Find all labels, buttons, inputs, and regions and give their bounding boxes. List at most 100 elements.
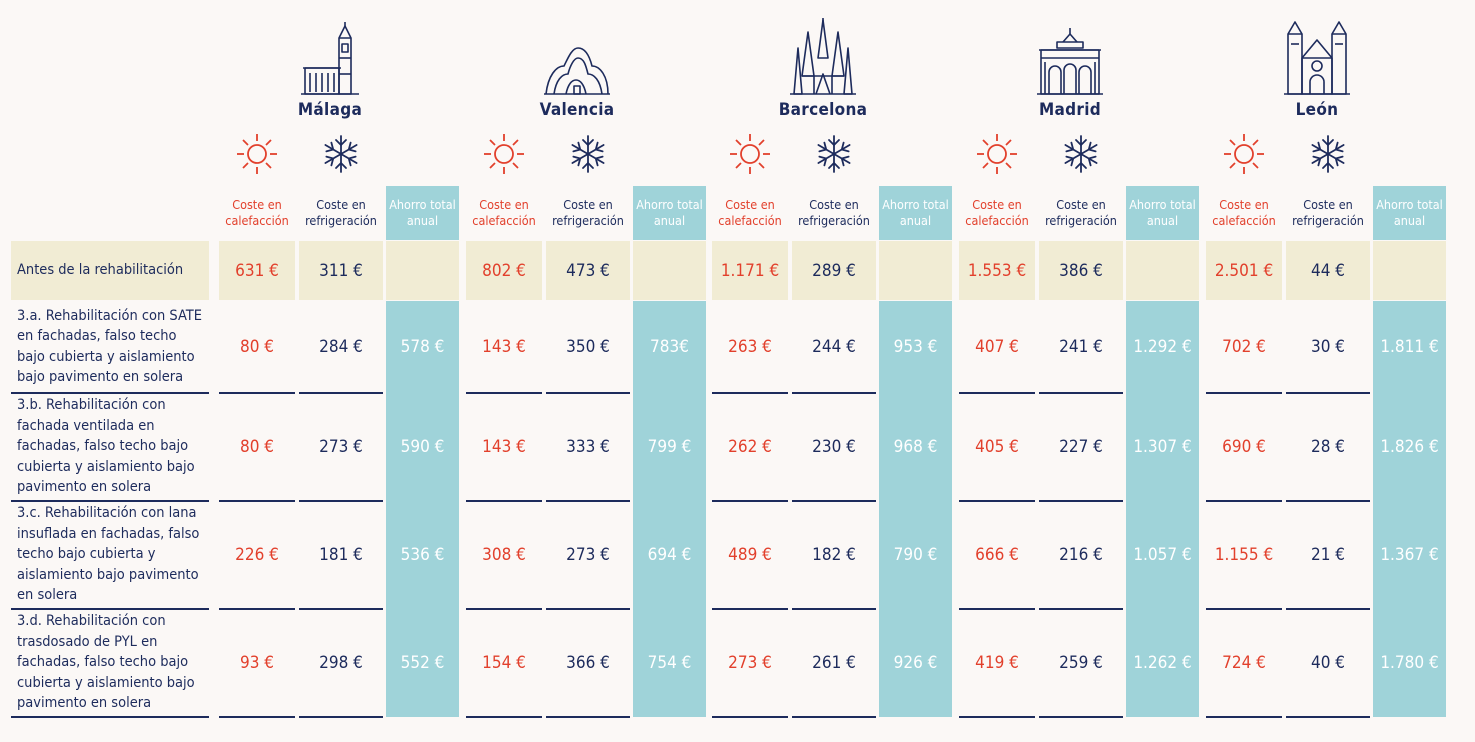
snowflake-icon bbox=[1059, 132, 1103, 176]
cooling-cost-cell: 284 € bbox=[319, 336, 363, 357]
cooling-cost-cell: 386 € bbox=[1059, 260, 1103, 281]
row-label: 3.b. Rehabilitación con fachada ventilad… bbox=[17, 393, 207, 500]
row-divider bbox=[1286, 716, 1370, 718]
sun-icon bbox=[975, 132, 1019, 176]
row-divider bbox=[1039, 500, 1123, 502]
annual-savings-cell bbox=[386, 241, 459, 300]
sun-icon bbox=[235, 132, 279, 176]
row-divider bbox=[546, 716, 630, 718]
heating-cost-cell: 802 € bbox=[482, 260, 526, 281]
heating-cost-cell: 407 € bbox=[975, 336, 1019, 357]
savings-column-bg bbox=[1126, 301, 1199, 717]
column-header-savings: Ahorro total anual bbox=[879, 186, 952, 240]
cooling-cost-cell: 44 € bbox=[1310, 260, 1346, 281]
heating-cost-cell: 419 € bbox=[975, 652, 1019, 673]
before-cell-bg bbox=[959, 241, 1035, 300]
annual-savings-cell: 790 € bbox=[893, 544, 938, 565]
cooling-cost-cell: 273 € bbox=[319, 436, 363, 457]
row-divider bbox=[219, 500, 295, 502]
before-cell-bg bbox=[879, 241, 952, 300]
heating-cost-cell: 263 € bbox=[728, 336, 772, 357]
row-divider bbox=[959, 716, 1035, 718]
heating-cost-cell: 80 € bbox=[239, 336, 275, 357]
annual-savings-cell: 1.292 € bbox=[1133, 336, 1192, 357]
snowflake-icon bbox=[812, 132, 856, 176]
annual-savings-cell: 1.262 € bbox=[1133, 652, 1192, 673]
row-divider bbox=[466, 608, 542, 610]
city-header: León bbox=[1232, 18, 1402, 120]
leon-cathedral-icon bbox=[1282, 18, 1352, 96]
before-cell-bg bbox=[466, 241, 542, 300]
cooling-cost-cell: 333 € bbox=[566, 436, 610, 457]
column-header-savings: Ahorro total anual bbox=[633, 186, 706, 240]
heating-cost-cell: 143 € bbox=[482, 436, 526, 457]
before-cell-bg bbox=[1126, 241, 1199, 300]
valencia-building-icon bbox=[542, 18, 612, 96]
column-header-heating: Coste en calefacción bbox=[1212, 197, 1276, 228]
city-name: Valencia bbox=[539, 100, 615, 120]
row-divider bbox=[712, 716, 788, 718]
city-header: Valencia bbox=[492, 18, 662, 120]
cooling-cost-cell: 473 € bbox=[566, 260, 610, 281]
row-divider bbox=[1039, 392, 1123, 394]
heating-cost-cell: 489 € bbox=[728, 544, 772, 565]
heating-cost-cell: 226 € bbox=[235, 544, 279, 565]
city-name: Madrid bbox=[1038, 100, 1102, 120]
row-divider bbox=[1206, 500, 1282, 502]
sun-icon bbox=[1222, 132, 1266, 176]
annual-savings-cell bbox=[1126, 241, 1199, 300]
row-divider bbox=[1206, 716, 1282, 718]
heating-cost-cell: 1.155 € bbox=[1214, 544, 1274, 565]
city-header: Málaga bbox=[245, 18, 415, 120]
annual-savings-cell bbox=[879, 241, 952, 300]
before-cell-bg bbox=[1373, 241, 1446, 300]
annual-savings-cell: 1.367 € bbox=[1380, 544, 1439, 565]
column-header-heating: Coste en calefacción bbox=[718, 197, 782, 228]
row-divider bbox=[546, 608, 630, 610]
heating-cost-cell: 631 € bbox=[235, 260, 279, 281]
row-label: Antes de la rehabilitación bbox=[17, 241, 207, 300]
heating-cost-cell: 154 € bbox=[482, 652, 526, 673]
row-divider bbox=[466, 716, 542, 718]
row-divider bbox=[712, 608, 788, 610]
snowflake-icon bbox=[1306, 132, 1350, 176]
cooling-cost-cell: 273 € bbox=[566, 544, 610, 565]
column-header-cooling: Coste en refrigeración bbox=[798, 197, 870, 228]
row-divider bbox=[299, 500, 383, 502]
annual-savings-cell: 1.811 € bbox=[1380, 336, 1439, 357]
annual-savings-cell bbox=[1373, 241, 1446, 300]
cooling-cost-cell: 227 € bbox=[1059, 436, 1103, 457]
cooling-cost-cell: 350 € bbox=[566, 336, 610, 357]
annual-savings-cell: 754 € bbox=[647, 652, 692, 673]
row-divider bbox=[11, 608, 209, 610]
annual-savings-cell: 552 € bbox=[400, 652, 445, 673]
row-divider bbox=[1286, 608, 1370, 610]
row-divider bbox=[219, 392, 295, 394]
column-header-cooling: Coste en refrigeración bbox=[1045, 197, 1117, 228]
heating-cost-cell: 93 € bbox=[239, 652, 275, 673]
row-label-text: 3.a. Rehabilitación con SATE en fachadas… bbox=[17, 307, 202, 386]
savings-column-bg bbox=[386, 301, 459, 717]
annual-savings-cell: 783€ bbox=[650, 336, 689, 357]
row-divider bbox=[792, 608, 876, 610]
heating-cost-cell: 2.501 € bbox=[1214, 260, 1274, 281]
annual-savings-cell: 968 € bbox=[893, 436, 938, 457]
before-label-bg bbox=[11, 241, 209, 300]
cooling-cost-cell: 241 € bbox=[1059, 336, 1103, 357]
snowflake-icon bbox=[566, 132, 610, 176]
heating-cost-cell: 666 € bbox=[975, 544, 1019, 565]
sun-icon bbox=[482, 132, 526, 176]
annual-savings-cell: 799 € bbox=[647, 436, 692, 457]
row-divider bbox=[712, 392, 788, 394]
cooling-cost-cell: 261 € bbox=[812, 652, 856, 673]
row-label-text: 3.b. Rehabilitación con fachada ventilad… bbox=[17, 397, 195, 496]
row-divider bbox=[959, 608, 1035, 610]
before-cell-bg bbox=[633, 241, 706, 300]
heating-cost-cell: 702 € bbox=[1222, 336, 1266, 357]
column-header-cooling: Coste en refrigeración bbox=[1292, 197, 1364, 228]
heating-cost-cell: 690 € bbox=[1222, 436, 1266, 457]
row-divider bbox=[219, 716, 295, 718]
cooling-cost-cell: 216 € bbox=[1059, 544, 1103, 565]
annual-savings-cell: 926 € bbox=[893, 652, 938, 673]
city-header: Barcelona bbox=[738, 18, 908, 120]
